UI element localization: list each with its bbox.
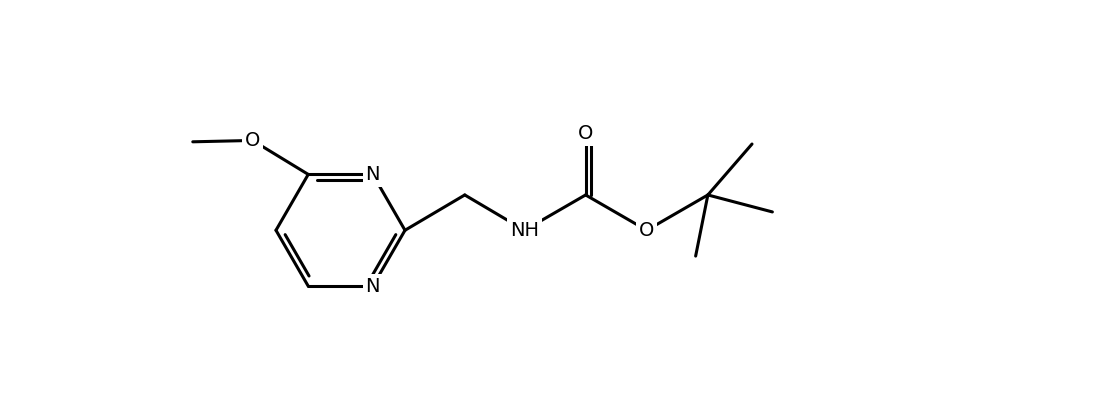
- Text: N: N: [366, 165, 380, 184]
- Text: O: O: [577, 124, 593, 143]
- Text: O: O: [245, 131, 260, 150]
- Text: N: N: [366, 277, 380, 296]
- Text: NH: NH: [510, 221, 539, 240]
- Text: O: O: [639, 221, 655, 240]
